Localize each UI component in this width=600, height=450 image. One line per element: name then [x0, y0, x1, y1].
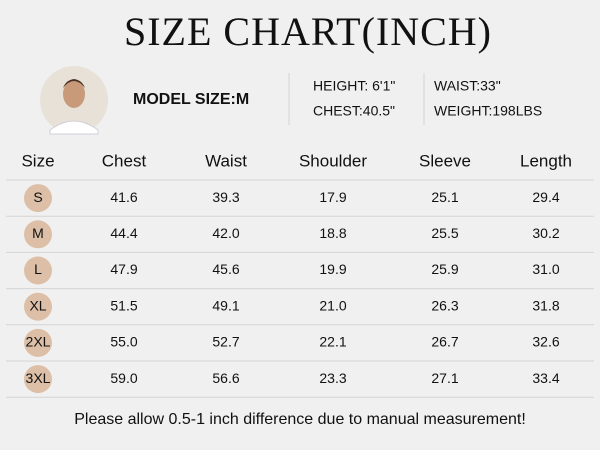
- measurement: 22.1: [319, 334, 346, 350]
- size-label: 2XL: [26, 334, 51, 350]
- measurement: 25.9: [431, 261, 458, 277]
- measurement: 17.9: [319, 189, 346, 205]
- measurement: 18.8: [319, 225, 346, 241]
- model-weight: WEIGHT:198LBS: [434, 103, 542, 119]
- model-photo: [40, 66, 108, 135]
- column-header: Chest: [102, 151, 147, 170]
- column-header: Sleeve: [419, 151, 471, 170]
- measurement: 27.1: [431, 370, 458, 386]
- measurement: 59.0: [110, 370, 137, 386]
- column-header: Length: [520, 151, 572, 170]
- column-header: Waist: [205, 151, 247, 170]
- size-badge: [24, 365, 52, 394]
- measurement: 19.9: [319, 261, 346, 277]
- measurement: 31.0: [532, 261, 559, 277]
- footer-note: Please allow 0.5-1 inch difference due t…: [74, 411, 526, 428]
- measurement: 23.3: [319, 370, 346, 386]
- size-label: XL: [29, 297, 46, 313]
- model-waist: WAIST:33": [434, 78, 501, 94]
- size-label: S: [33, 189, 42, 205]
- measurement: 25.5: [431, 225, 458, 241]
- measurement: 56.6: [212, 370, 239, 386]
- measurement: 51.5: [110, 297, 137, 313]
- measurement: 39.3: [212, 189, 239, 205]
- size-label: 3XL: [26, 370, 51, 386]
- measurement: 30.2: [532, 225, 559, 241]
- model-chest: CHEST:40.5": [313, 103, 395, 119]
- measurement: 42.0: [212, 225, 239, 241]
- measurement: 55.0: [110, 334, 137, 350]
- column-header: Shoulder: [299, 151, 367, 170]
- size-table: Size Chest Waist Shoulder Sleeve Length S 41.6 3…: [6, 151, 594, 398]
- measurement: 45.6: [212, 261, 239, 277]
- measurement: 32.6: [532, 334, 559, 350]
- measurement: 52.7: [212, 334, 239, 350]
- measurement: 26.7: [431, 334, 458, 350]
- measurement: 31.8: [532, 297, 559, 313]
- size-label: L: [34, 261, 42, 277]
- size-badge: [24, 292, 52, 321]
- measurement: 44.4: [110, 225, 137, 241]
- measurement: 21.0: [319, 297, 346, 313]
- page-title: SIZE CHART(INCH): [124, 9, 492, 54]
- size-badge: [24, 256, 52, 285]
- size-badge: [24, 184, 52, 213]
- measurement: 29.4: [532, 189, 559, 205]
- measurement: 26.3: [431, 297, 458, 313]
- size-badge: [24, 328, 52, 357]
- measurement: 47.9: [110, 261, 137, 277]
- model-size: MODEL SIZE:M: [133, 91, 249, 108]
- column-header: Size: [21, 151, 54, 170]
- measurement: 33.4: [532, 370, 559, 386]
- measurement: 25.1: [431, 189, 458, 205]
- measurement: 49.1: [212, 297, 239, 313]
- model-height: HEIGHT: 6'1": [313, 78, 395, 94]
- measurement: 41.6: [110, 189, 137, 205]
- size-label: M: [32, 225, 44, 241]
- size-badge: [24, 220, 52, 249]
